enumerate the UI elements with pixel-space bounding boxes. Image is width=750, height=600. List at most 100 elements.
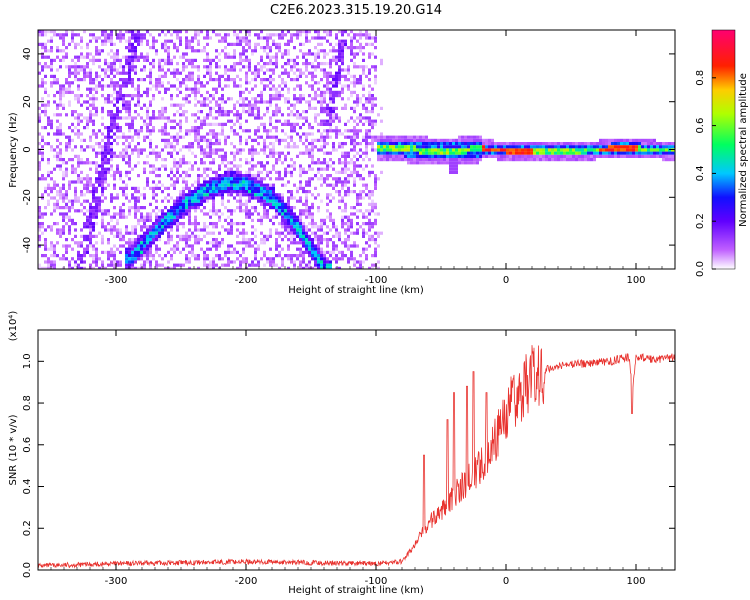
heatmap-cell — [305, 215, 308, 219]
heatmap-cell — [275, 247, 278, 251]
heatmap-cell — [287, 52, 290, 56]
heatmap-cell — [161, 199, 164, 203]
heatmap-cell — [128, 42, 131, 46]
heatmap-cell — [98, 36, 101, 40]
heatmap-cell — [92, 97, 95, 101]
heatmap-cell — [266, 106, 269, 110]
heatmap-cell — [434, 142, 437, 146]
heatmap-cell — [569, 148, 572, 152]
heatmap-cell — [494, 148, 497, 152]
heatmap-cell — [95, 58, 98, 62]
heatmap-cell — [641, 145, 644, 149]
heatmap-cell — [353, 170, 356, 174]
heatmap-cell — [332, 94, 335, 98]
heatmap-cell — [137, 161, 140, 165]
heatmap-cell — [320, 97, 323, 101]
heatmap-cell — [272, 222, 275, 226]
heatmap-cell — [80, 266, 83, 269]
heatmap-cell — [113, 42, 116, 46]
heatmap-cell — [110, 250, 113, 254]
heatmap-cell — [107, 263, 110, 267]
heatmap-cell — [68, 87, 71, 91]
heatmap-cell — [344, 244, 347, 248]
heatmap-cell — [275, 58, 278, 62]
heatmap-cell — [365, 222, 368, 226]
heatmap-cell — [314, 119, 317, 123]
heatmap-cell — [104, 145, 107, 149]
heatmap-cell — [170, 94, 173, 98]
heatmap-cell — [293, 215, 296, 219]
heatmap-cell — [407, 145, 410, 149]
heatmap-cell — [374, 212, 377, 216]
heatmap-cell — [410, 161, 413, 165]
heatmap-cell — [74, 110, 77, 114]
heatmap-cell — [65, 148, 68, 152]
heatmap-cell — [233, 33, 236, 37]
heatmap-cell — [50, 119, 53, 123]
heatmap-cell — [278, 110, 281, 114]
heatmap-cell — [236, 74, 239, 78]
heatmap-cell — [320, 132, 323, 136]
heatmap-cell — [332, 49, 335, 53]
heatmap-cell — [347, 78, 350, 82]
heatmap-cell — [317, 33, 320, 37]
heatmap-cell — [62, 87, 65, 91]
heatmap-cell — [437, 158, 440, 162]
heatmap-cell — [170, 39, 173, 43]
heatmap-cell — [95, 263, 98, 267]
heatmap-cell — [125, 247, 128, 251]
heatmap-cell — [482, 142, 485, 146]
heatmap-cell — [215, 247, 218, 251]
heatmap-cell — [164, 90, 167, 94]
heatmap-cell — [89, 71, 92, 75]
heatmap-cell — [344, 161, 347, 165]
heatmap-cell — [323, 231, 326, 235]
heatmap-cell — [368, 71, 371, 75]
heatmap-cell — [149, 244, 152, 248]
heatmap-cell — [77, 84, 80, 88]
heatmap-cell — [116, 247, 119, 251]
heatmap-cell — [209, 193, 212, 197]
heatmap-cell — [239, 39, 242, 43]
heatmap-cell — [185, 94, 188, 98]
heatmap-cell — [179, 263, 182, 267]
heatmap-cell — [62, 58, 65, 62]
heatmap-cell — [368, 84, 371, 88]
heatmap-cell — [185, 180, 188, 184]
heatmap-cell — [128, 49, 131, 53]
heatmap-cell — [149, 241, 152, 245]
heatmap-cell — [248, 199, 251, 203]
heatmap-cell — [140, 234, 143, 238]
snr-panel: -300 -200 -100 0 100 0.00.20.40.60.81.0 Heig… — [8, 311, 676, 596]
heatmap-cell — [353, 100, 356, 104]
heatmap-cell — [44, 74, 47, 78]
heatmap-cell — [233, 62, 236, 66]
heatmap-cell — [158, 186, 161, 190]
heatmap-cell — [275, 244, 278, 248]
heatmap-cell — [125, 55, 128, 59]
heatmap-cell — [275, 228, 278, 232]
heatmap-cell — [245, 177, 248, 181]
heatmap-cell — [167, 119, 170, 123]
heatmap-cell — [101, 148, 104, 152]
heatmap-cell — [431, 142, 434, 146]
heatmap-cell — [356, 94, 359, 98]
heatmap-cell — [245, 55, 248, 59]
heatmap-cell — [86, 244, 89, 248]
heatmap-cell — [299, 74, 302, 78]
heatmap-cell — [260, 78, 263, 82]
heatmap-cell — [191, 151, 194, 155]
heatmap-cell — [380, 151, 383, 155]
heatmap-cell — [638, 151, 641, 155]
heatmap-cell — [170, 119, 173, 123]
heatmap-cell — [230, 142, 233, 146]
heatmap-cell — [323, 106, 326, 110]
heatmap-cell — [137, 100, 140, 104]
heatmap-cell — [146, 87, 149, 91]
heatmap-cell — [290, 190, 293, 194]
heatmap-cell — [107, 254, 110, 258]
heatmap-cell — [194, 103, 197, 107]
heatmap-cell — [116, 84, 119, 88]
heatmap-cell — [92, 119, 95, 123]
heatmap-cell — [479, 142, 482, 146]
